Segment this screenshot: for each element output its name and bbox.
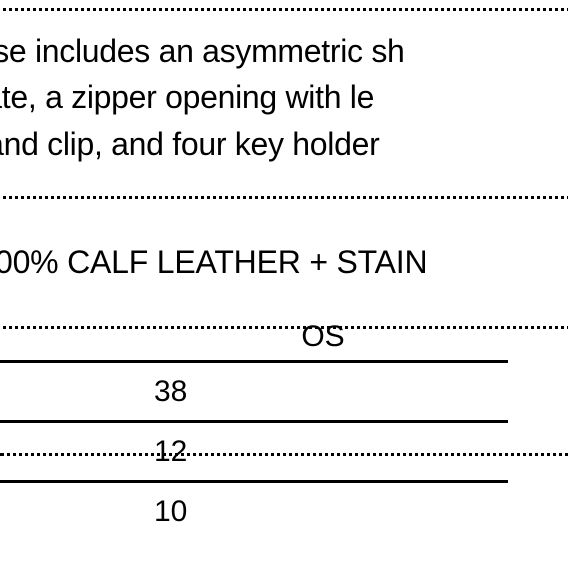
table-row: 12	[0, 423, 508, 483]
dotted-separator-in-row	[0, 453, 568, 456]
description-block: case includes an asymmetric sh plate, a …	[0, 28, 568, 167]
dotted-separator-top	[0, 8, 568, 11]
material-line: : 100% CALF LEATHER + STAIN	[0, 240, 568, 285]
table-header-os: OS	[301, 320, 344, 354]
table-row: 10	[0, 483, 508, 549]
description-line-2: plate, a zipper opening with le	[0, 74, 568, 120]
cell-value: 12	[154, 435, 187, 469]
description-line-1: case includes an asymmetric sh	[0, 28, 568, 74]
table-header-row: OS	[0, 320, 508, 363]
cell-value: 38	[154, 375, 187, 409]
table-row: 38	[0, 363, 508, 423]
dotted-separator-mid	[0, 196, 568, 199]
cell-value: 10	[154, 495, 187, 529]
description-line-3: g and clip, and four key holder	[0, 121, 568, 167]
size-table: OS 38 12 10	[0, 320, 508, 549]
